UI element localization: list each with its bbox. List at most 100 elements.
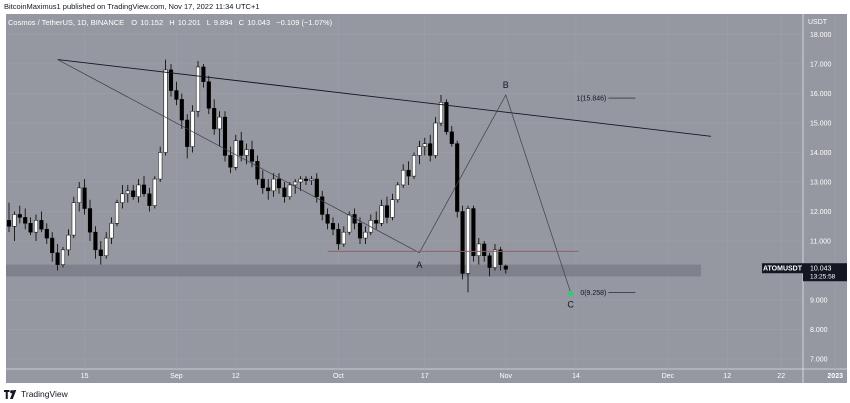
symbol-line: Cosmos / TetherUS, 1D, BINANCE [8,18,124,27]
candle-up [341,231,346,245]
x-tick-label: 22 [777,373,785,380]
wave-label-b: B [503,80,509,90]
candle-down [276,178,282,189]
time-axis-background[interactable] [6,369,847,383]
candle-down [503,265,508,270]
y-tick-label: 15.000 [810,121,832,128]
x-tick-label: 17 [421,373,429,380]
candle-up [109,223,114,239]
candle-down [17,214,22,218]
x-tick-label: Sep [170,373,183,380]
candle-up [114,202,120,224]
candle-down [325,214,330,224]
publish-line: BitcoinMaximus1 published on TradingView… [4,2,260,11]
candle-up [120,193,125,203]
footer-brand[interactable]: TradingView [4,389,68,399]
candle-up [244,149,249,156]
candle-up [390,199,395,218]
change-value: −0.109 (−1.07%) [276,18,332,27]
candle-down [460,211,465,274]
candle-down [6,220,12,227]
candle-down [179,99,184,121]
x-tick-label: 14 [572,373,580,380]
x-tick-label: 15 [81,373,89,380]
candle-down [39,220,44,230]
svg-text:Cosmos / TetherUS, 1D, BINANCE: Cosmos / TetherUS, 1D, BINANCE O 10.152 … [8,18,333,27]
x-tick-label: Oct [333,373,344,380]
candle-up [298,178,303,183]
candle-down [50,237,55,254]
candles-layer [6,59,508,293]
candle-down [28,223,33,233]
wave-label-a: A [416,260,422,270]
open-label: O [131,18,137,27]
candle-down [222,116,228,156]
candle-down [282,187,287,197]
candle-down [147,193,152,206]
candle-down [44,228,49,239]
candle-down [428,143,433,156]
candle-up [465,208,471,274]
candle-up [163,69,168,153]
candle-down [314,178,319,198]
candle-down [93,231,98,251]
price-axis-background[interactable] [803,14,847,369]
candle-up [401,169,406,186]
candle-up [492,249,498,268]
candle-up [379,205,384,224]
candle-up [66,234,71,251]
abc-wave-path [57,59,571,293]
candle-up [476,243,481,256]
tradingview-logo-icon [4,389,17,399]
candle-up [417,146,422,156]
candle-up [71,202,76,236]
candle-down [455,143,460,212]
candle-up [438,102,444,124]
candle-up [422,143,427,147]
candle-up [152,178,157,206]
price-tag-symbol: ATOMUSDT [763,266,803,273]
candle-down [98,249,103,257]
candle-down [406,169,411,177]
open-value: 10.152 [140,18,163,27]
candle-down [482,243,487,256]
candle-up [433,122,438,156]
candle-down [260,178,265,189]
legend-line: Cosmos / TetherUS, 1D, BINANCE O 10.152 … [8,18,333,27]
candle-down [357,223,363,239]
candle-down [498,249,503,265]
candle-down [131,190,136,198]
y-tick-label: 17.000 [810,62,832,69]
candle-up [195,66,201,112]
candle-down [471,208,476,257]
candle-up [190,110,195,147]
candle-up [125,190,130,195]
candle-down [303,178,309,181]
candle-down [374,220,379,224]
drawings-layer: A B C 1(15.846) 0(9.258) [57,59,712,309]
candle-down [212,108,217,130]
support-zone [6,264,701,277]
x-tick-label: Nov [500,373,513,380]
axes-layer: USDT 18.000 17.000 16.000 15.000 14.000 13.00… [81,19,843,380]
candle-down [206,81,211,109]
y-tick-label: 9.000 [810,298,828,305]
candle-down [87,208,93,233]
y-tick-label: 13.000 [810,180,832,187]
x-tick-label: 12 [723,373,731,380]
candle-down [255,161,260,180]
price-tag-price: 10.043 [810,266,832,273]
candle-down [266,187,271,192]
low-value: 9.894 [214,18,233,27]
candle-up [217,116,222,130]
high-value: 10.201 [178,18,201,27]
candle-down [55,252,60,265]
wave-label-c: C [567,299,574,309]
price-tag-countdown: 13:25:58 [810,274,836,281]
candle-up [309,178,314,181]
candle-down [228,155,233,168]
candle-up [395,184,400,200]
